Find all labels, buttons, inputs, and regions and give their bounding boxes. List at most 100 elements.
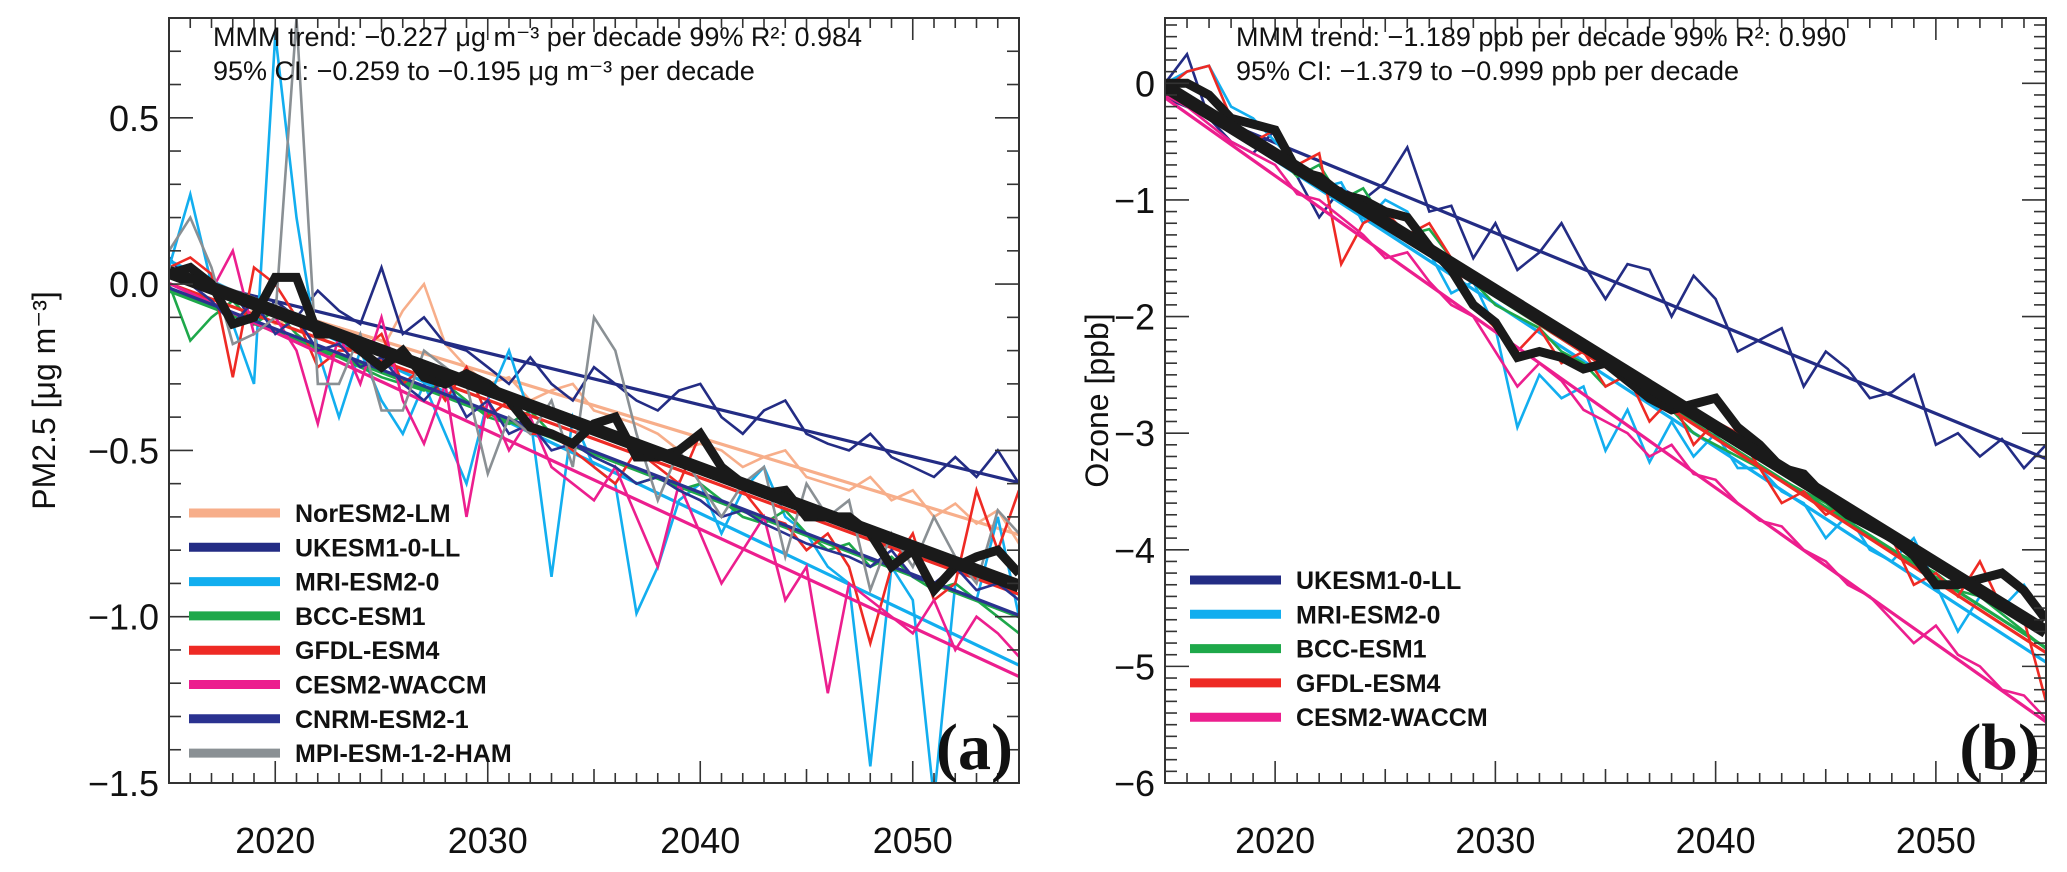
legend-item: CNRM-ESM2-1 xyxy=(189,706,469,734)
ci-label: 95% CI: xyxy=(1236,56,1332,86)
y-tick-label: −2 xyxy=(1114,297,1155,338)
legend-label: CNRM-ESM2-1 xyxy=(295,706,469,734)
legend-item: UKESM1-0-LL xyxy=(1190,567,1461,595)
ci-label: 95% CI: xyxy=(213,56,309,86)
ci-per-decade: per decade xyxy=(1604,56,1739,86)
legend-label: MPI-ESM-1-2-HAM xyxy=(295,740,512,768)
legend-label: GFDL-ESM4 xyxy=(1296,670,1441,698)
y-axis-title: Ozone [ppb] xyxy=(1079,313,1115,487)
trend-line-cesm2-waccm xyxy=(169,281,1019,679)
legend-item: CESM2-WACCM xyxy=(1190,704,1488,732)
trend-line-cnrm-esm2-1 xyxy=(169,286,1019,617)
legend-label: NorESM2-LM xyxy=(295,500,451,528)
legend-item: GFDL-ESM4 xyxy=(1190,670,1441,698)
y-tick-label: 0.0 xyxy=(109,264,159,305)
y-tick-label: −4 xyxy=(1114,530,1155,571)
legend-item: CESM2-WACCM xyxy=(189,672,487,700)
plot-area xyxy=(1165,51,2046,724)
ci-low: −1.379 xyxy=(1340,56,1423,86)
legend-item: GFDL-ESM4 xyxy=(189,637,440,665)
x-tick-label: 2020 xyxy=(235,820,315,861)
legend-item: MRI-ESM2-0 xyxy=(1190,601,1440,629)
series-line-gfdl-esm4 xyxy=(1165,64,2046,702)
ci-high: −0.195 xyxy=(437,56,520,86)
legend-label: BCC-ESM1 xyxy=(1296,636,1427,664)
legend-item: BCC-ESM1 xyxy=(1190,636,1427,664)
panel-b-ozone: 2020 2030 2040 2050 0 −1 −2 −3 −4 −5 −6 Ozone [ppb]… xyxy=(1079,17,2047,861)
per-decade: per decade xyxy=(547,22,682,52)
legend: NorESM2-LM UKESM1-0-LL MRI-ESM2-0 BCC-ESM1 G… xyxy=(189,500,512,768)
legend-item: MPI-ESM-1-2-HAM xyxy=(189,740,512,768)
x-tick-label: 2030 xyxy=(1455,820,1535,861)
y-tick-label: 0.5 xyxy=(109,98,159,139)
y-tick-label: 0 xyxy=(1135,63,1155,104)
legend-label: UKESM1-0-LL xyxy=(1296,567,1461,595)
significance-level: 99% xyxy=(689,22,743,52)
legend-item: MRI-ESM2-0 xyxy=(189,569,439,597)
y-tick-label: −5 xyxy=(1114,646,1155,687)
legend-label: GFDL-ESM4 xyxy=(295,637,440,665)
ci-unit: ppb xyxy=(1551,56,1596,86)
significance-level: 99% xyxy=(1674,22,1728,52)
ci-annotation: 95% CI: −0.259 to −0.195 μg m⁻³ per deca… xyxy=(213,56,755,86)
ci-unit: μg m⁻³ xyxy=(528,56,612,86)
r2-value: 0.984 xyxy=(794,22,862,52)
y-axis-title: PM2.5 [μg m⁻³] xyxy=(26,291,62,509)
trend-annotation: MMM trend: −1.189 ppb per decade 99% R²:… xyxy=(1236,22,1846,52)
legend-item: NorESM2-LM xyxy=(189,500,451,528)
panel-label: (b) xyxy=(1959,711,2040,784)
series-line-mpi-esm-1-2-ham xyxy=(169,18,1019,595)
per-decade: per decade xyxy=(1531,22,1666,52)
trend-unit: ppb xyxy=(1478,22,1523,52)
series-line-cesm2-waccm xyxy=(169,247,1019,694)
x-tick-label: 2040 xyxy=(660,820,740,861)
r2-label: R²: xyxy=(1735,22,1771,52)
legend: UKESM1-0-LL MRI-ESM2-0 BCC-ESM1 GFDL-ESM4 CE… xyxy=(1190,567,1488,732)
y-tick-label: −6 xyxy=(1114,763,1155,804)
ci-high: −0.999 xyxy=(1460,56,1543,86)
legend-label: MRI-ESM2-0 xyxy=(1296,601,1440,629)
y-tick-label: −0.5 xyxy=(88,430,159,471)
trend-value: −0.227 xyxy=(365,22,448,52)
legend-item: BCC-ESM1 xyxy=(189,603,426,631)
y-tick-label: −1.5 xyxy=(88,763,159,804)
x-tick-label: 2020 xyxy=(1235,820,1315,861)
trend-line-ukesm1-0-ll xyxy=(1165,96,2046,461)
r2-label: R²: xyxy=(751,22,787,52)
trend-label: MMM trend: xyxy=(1236,22,1380,52)
trend-unit: μg m⁻³ xyxy=(455,22,539,52)
legend-label: MRI-ESM2-0 xyxy=(295,569,439,597)
plot-frame xyxy=(168,17,1020,784)
trend-line-mmm xyxy=(1165,80,2046,638)
y-tick-label: −3 xyxy=(1114,413,1155,454)
panel-label: (a) xyxy=(936,711,1013,784)
legend-label: UKESM1-0-LL xyxy=(295,534,460,562)
ci-low: −0.259 xyxy=(317,56,400,86)
y-tick-label: −1.0 xyxy=(88,597,159,638)
x-tick-label: 2050 xyxy=(1896,820,1976,861)
ci-per-decade: per decade xyxy=(620,56,755,86)
series-line-cesm2-waccm xyxy=(1165,93,2046,720)
legend-label: CESM2-WACCM xyxy=(1296,704,1488,732)
trend-annotation: MMM trend: −0.227 μg m⁻³ per decade 99% … xyxy=(213,22,862,52)
r2-value: 0.990 xyxy=(1779,22,1847,52)
ci-to: to xyxy=(407,56,430,86)
plot-frame xyxy=(1164,17,2047,784)
x-tick-label: 2050 xyxy=(873,820,953,861)
ci-to: to xyxy=(1430,56,1453,86)
ci-annotation: 95% CI: −1.379 to −0.999 ppb per decade xyxy=(1236,56,1739,86)
y-tick-label: −1 xyxy=(1114,180,1155,221)
x-tick-label: 2040 xyxy=(1676,820,1756,861)
x-tick-label: 2030 xyxy=(448,820,528,861)
series-line-ukesm1-0-ll xyxy=(169,256,1019,485)
trend-label: MMM trend: xyxy=(213,22,357,52)
trend-value: −1.189 xyxy=(1388,22,1471,52)
legend-label: CESM2-WACCM xyxy=(295,672,487,700)
trend-line-mmm xyxy=(169,266,1019,593)
plot-area xyxy=(169,18,1019,783)
panel-a-pm25: 2020 2030 2040 2050 0.5 0.0 −0.5 −1.0 −1.5 PM2.5 … xyxy=(26,17,1020,861)
legend-label: BCC-ESM1 xyxy=(295,603,426,631)
legend-item: UKESM1-0-LL xyxy=(189,534,460,562)
trend-line-cesm2-waccm xyxy=(1165,96,2046,724)
